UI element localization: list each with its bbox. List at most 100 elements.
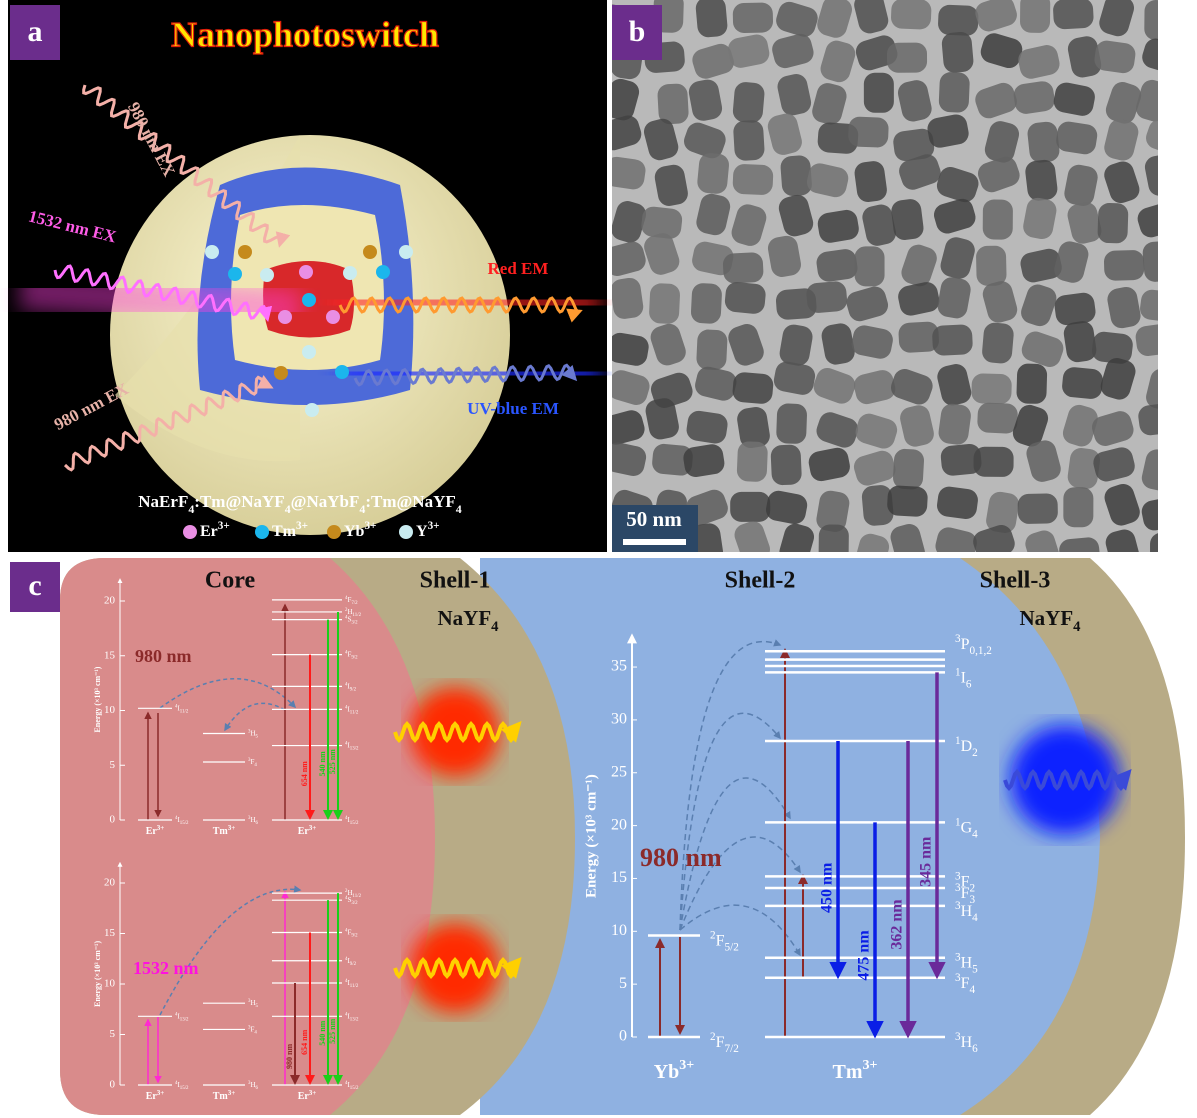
particle (940, 237, 975, 279)
tick-label: 30 (611, 711, 627, 728)
axis-label: Energy (×10³ cm⁻¹) (583, 774, 599, 898)
particle (612, 115, 642, 151)
text-part: 4 (491, 619, 499, 635)
text-part: F (250, 1025, 254, 1033)
text-part: 5 (256, 1004, 259, 1009)
text-part: 9/2 (351, 655, 358, 660)
level-label: 4I9/2 (345, 956, 357, 966)
particle (982, 281, 1018, 323)
level-label: 4F9/2 (345, 650, 358, 660)
text-part: 1 (955, 735, 961, 747)
emission-label: 525 nm (328, 749, 337, 774)
particle (1100, 358, 1136, 400)
particle (1063, 487, 1094, 528)
particle (938, 403, 971, 445)
particle (1064, 164, 1098, 206)
particle (730, 491, 771, 522)
text-part: 4 (285, 502, 291, 516)
wave (353, 363, 578, 387)
particle (1142, 241, 1158, 282)
particle (1054, 292, 1096, 326)
text-part: 2 (345, 608, 348, 613)
tick-label: 10 (611, 922, 627, 939)
particle (982, 199, 1013, 240)
ion-label: Yb3+ (654, 1058, 695, 1083)
text-part: H (347, 608, 352, 616)
text-part: 4 (254, 1030, 257, 1035)
particle (890, 368, 933, 405)
level-label: 4I15/2 (175, 816, 189, 826)
text-part: 4 (345, 816, 348, 821)
particle (816, 490, 850, 532)
text-part: 6 (966, 678, 972, 690)
particle (812, 83, 847, 125)
particle (986, 491, 1019, 533)
text-part: 2 (970, 882, 976, 894)
particle (1021, 331, 1064, 367)
ion-legend: Er3+ Tm3+ Yb3+ Y3+ (183, 520, 440, 540)
particle (817, 122, 859, 154)
text-part: 4 (175, 704, 178, 709)
formula: NaErF4:Tm@NaYF4@NaYbF4:Tm@NaYF4 (138, 492, 461, 516)
text-part: H (250, 729, 255, 737)
text-part: 5/2 (725, 941, 739, 953)
tick-label: 0 (110, 814, 116, 826)
text-part: 3+ (157, 1089, 165, 1097)
text-part: S (347, 615, 351, 623)
particle (933, 198, 976, 234)
text-part: Yb (654, 1061, 680, 1083)
text-part: I (347, 705, 350, 713)
particle (1056, 121, 1098, 155)
particle (851, 325, 893, 359)
particle (936, 166, 979, 203)
text-part: 2 (710, 1031, 716, 1043)
tick-label: 15 (104, 649, 116, 661)
material-label: NaYF4 (1019, 606, 1081, 636)
particle (780, 155, 812, 197)
particle (1062, 404, 1098, 447)
text-part: 4 (345, 956, 348, 961)
particle (1104, 250, 1145, 281)
text-part: 11/2 (350, 984, 359, 989)
level-label: 3H4 (955, 899, 978, 923)
text-part: 3/2 (351, 901, 358, 906)
particle (821, 323, 855, 365)
panel-label: a (28, 15, 43, 48)
particle (806, 163, 849, 198)
particle (900, 405, 934, 447)
particle (1053, 0, 1094, 30)
text-part: 13/2 (350, 746, 359, 751)
particle (938, 4, 979, 36)
particle (813, 368, 856, 404)
particle (848, 116, 889, 148)
particle (820, 40, 856, 83)
title: Nanophotoswitch (171, 14, 439, 54)
text-part: I (961, 669, 966, 686)
text-part: 3/2 (351, 620, 358, 625)
level-label: 2F5/2 (710, 929, 739, 953)
text-part: H (961, 1034, 973, 1051)
text-part: 3 (955, 899, 961, 911)
particle (1013, 81, 1055, 114)
text-part: 4 (345, 928, 348, 933)
text-part: 0,1,2 (970, 645, 992, 657)
red-glow (410, 687, 500, 777)
ion-swatch (327, 525, 341, 539)
text-part: NaErF (138, 492, 188, 511)
text-part: 3 (955, 633, 961, 645)
level-label: 3H5 (955, 951, 978, 975)
text-part: F (961, 885, 970, 902)
text-part: 4 (345, 596, 348, 601)
particle (684, 122, 726, 159)
level-label: 4F7/2 (345, 596, 358, 606)
level-label: 3P0,1,2 (955, 633, 992, 657)
text-part: 11/2 (350, 710, 359, 715)
level-label: 4I15/2 (345, 1081, 359, 1091)
text-part: F (347, 650, 351, 658)
particle (1150, 532, 1158, 552)
tick-label: 10 (104, 704, 116, 716)
emission-label: 450 nm (819, 862, 836, 913)
particle (940, 444, 982, 476)
particle (927, 114, 969, 148)
